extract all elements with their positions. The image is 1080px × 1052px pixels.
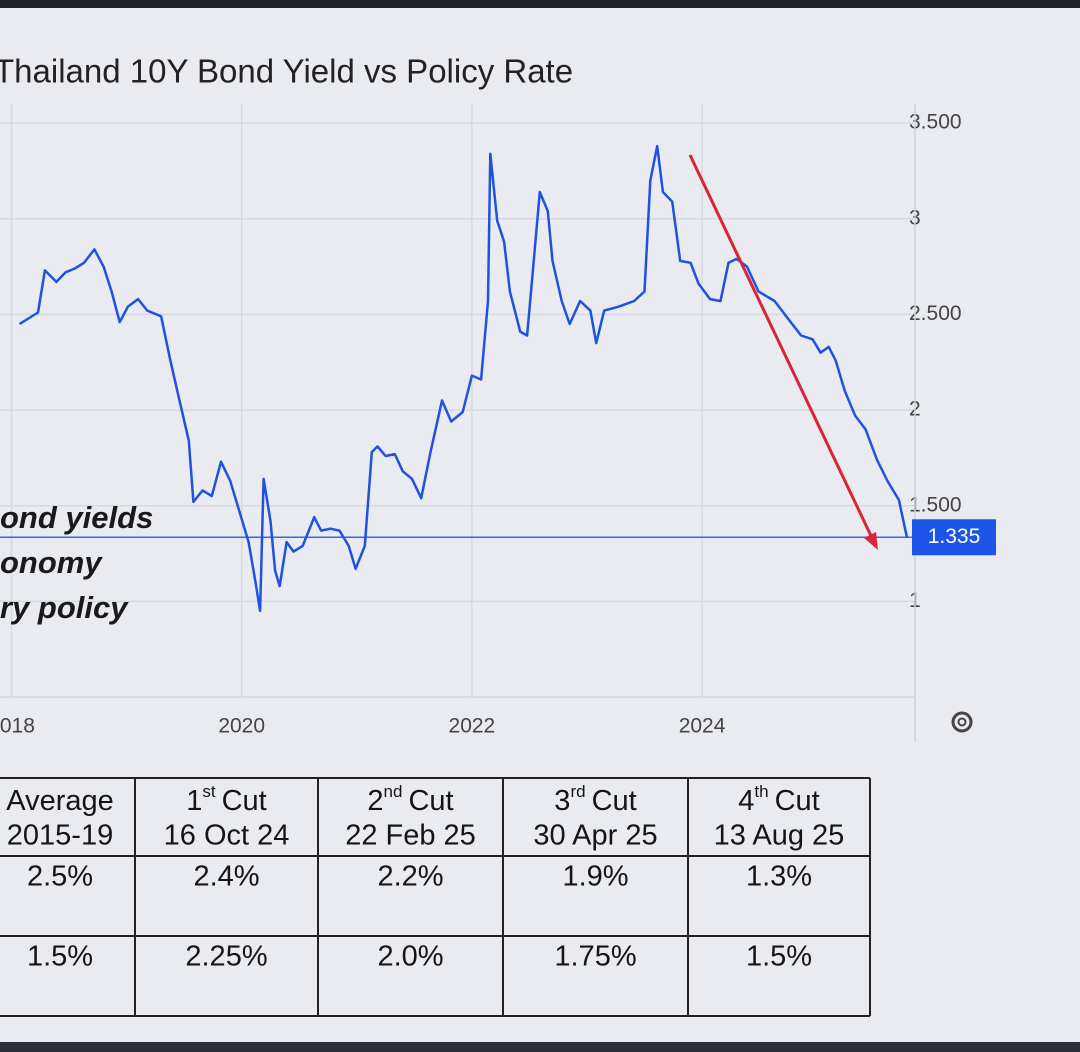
column-header-date: 13 Aug 25 [714,820,845,852]
annotation: ry policy [0,590,129,625]
gear [951,711,973,733]
column-header-date: 22 Feb 25 [345,820,476,852]
table-cell: 1.5% [27,941,93,973]
yield-line [18,144,909,613]
last-value-label: 1.335 [928,525,981,548]
y-tick-label: 3.500 [909,111,962,134]
header-word: Cut [408,785,453,817]
column-header: Average [6,785,114,817]
y-tick-label: 1.500 [909,493,962,516]
column-header-date: 30 Apr 25 [533,820,657,852]
ordinal-suffix: nd [384,782,403,801]
header-word: Cut [592,785,637,817]
x-tick-label: 2022 [449,715,496,738]
column-header: 4th Cut [738,782,819,816]
gear-hub [957,717,967,727]
x-tick-label: 2018 [0,715,35,738]
header-word: Cut [222,785,267,817]
column-header: 3rd Cut [554,782,636,816]
annotation: ond yields [0,500,153,535]
table-cell: 1.75% [554,941,636,973]
table-cell: 2.2% [377,861,443,893]
table-cell: 2.4% [193,861,259,893]
table-cell: 1.5% [746,941,812,973]
settings-icon[interactable] [951,711,973,733]
ordinal-number: 2 [367,785,383,817]
plot-area: 11.50022.50033.50020182020202220241.335 [0,104,996,742]
header-word: Average [6,785,114,817]
table-cell: 1.3% [746,861,812,893]
table-cell: 2.0% [377,941,443,973]
annotation: onomy [0,545,103,580]
table-cell: 2.25% [185,941,267,973]
arrow-head [864,532,878,550]
screen-bezel [0,1042,1080,1052]
ordinal-number: 1 [186,785,202,817]
table-cell: 2.5% [27,861,93,893]
y-tick-label: 2.500 [909,302,962,325]
x-tick-label: 2024 [679,715,726,738]
ordinal-suffix: rd [570,782,585,801]
trend-arrow [688,154,875,541]
column-header-date: 16 Oct 24 [164,820,290,852]
column-header-date: 2015-19 [7,820,113,852]
x-tick-label: 2020 [218,715,265,738]
chart-title: Thailand 10Y Bond Yield vs Policy Rate [0,53,573,90]
ordinal-suffix: th [754,782,768,801]
column-header: 2nd Cut [367,782,453,816]
table-cell: 1.9% [562,861,628,893]
ordinal-number: 3 [554,785,570,817]
ordinal-number: 4 [738,785,754,817]
ordinal-suffix: st [202,782,216,801]
screen-bezel [0,0,1080,8]
header-word: Cut [775,785,820,817]
last-value-badge [912,519,996,556]
column-header: 1st Cut [186,782,267,816]
